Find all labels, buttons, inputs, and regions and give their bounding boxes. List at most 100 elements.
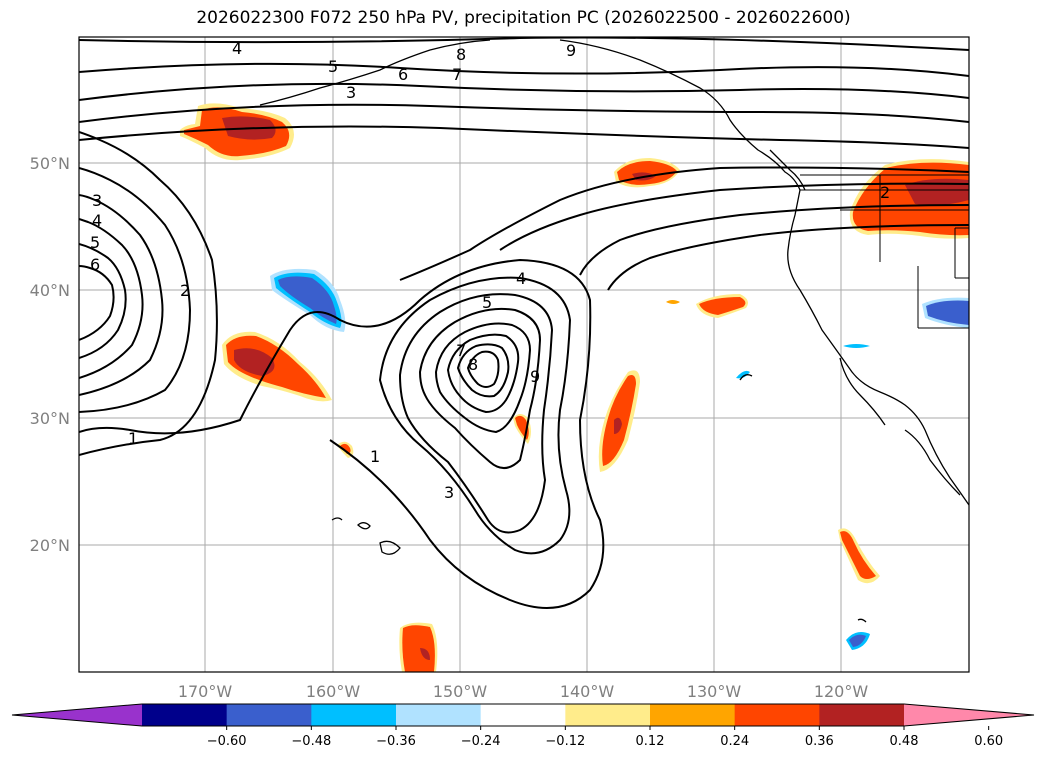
- x-tick-label: 140°W: [560, 682, 615, 701]
- pv-contour-low-8: [466, 350, 500, 388]
- contour-label: 5: [482, 293, 492, 312]
- contour-label: 1: [370, 447, 380, 466]
- colorbar-segment: [734, 704, 820, 726]
- pv-contour-low-7: [456, 343, 510, 398]
- colorbar-tick-label: −0.60: [207, 734, 247, 749]
- colorbar-segment: [650, 704, 736, 726]
- colorbar-segment: [819, 704, 905, 726]
- pv-contour-low-6: [446, 333, 520, 414]
- precip-blob-se-2-inner: [840, 531, 876, 579]
- pv-contour-low-2: [378, 276, 572, 555]
- contour-label: 4: [92, 211, 102, 230]
- y-tick-label: 30°N: [30, 409, 70, 428]
- colorbar-tick-label: 0.48: [890, 734, 919, 749]
- precip-blob-e-inner: [699, 297, 746, 315]
- contour-label: 4: [516, 269, 526, 288]
- precip-blob-bottom-core: [420, 648, 430, 660]
- pv-contour-w5: [79, 243, 127, 359]
- precip-blob-blue-5-core: [849, 634, 866, 647]
- colorbar-outline: [11, 703, 1035, 727]
- chart-title: 2026022300 F072 250 hPa PV, precipitatio…: [196, 8, 851, 28]
- pv-contour-labels: 4 9 8 5 6 7 3 3 4 5 6 2 1 4 5 7 8 9 1 3 …: [90, 39, 890, 502]
- coastline-small-1: [857, 618, 867, 623]
- plot-frame: [78, 36, 970, 673]
- coastlines: [259, 39, 969, 623]
- colorbar-tick-label: −0.48: [291, 734, 331, 749]
- coastline-vancouver: [769, 149, 806, 191]
- y-tick-label: 20°N: [30, 536, 70, 555]
- contour-label: 3: [92, 191, 102, 210]
- pv-contour-m3: [579, 204, 969, 276]
- political-borders: [800, 174, 969, 329]
- colorbar-segment: [311, 704, 397, 726]
- colorbar-tick-label: 0.60: [974, 734, 1003, 749]
- pv-contour-m2: [499, 182, 969, 251]
- coastline-hawaii-3: [379, 540, 401, 555]
- pv-contour-w4: [79, 218, 144, 379]
- contour-label: 2: [180, 281, 190, 300]
- coastline-mexico: [904, 429, 961, 496]
- pv-contour-low-5: [434, 322, 532, 434]
- x-tick-label: 170°W: [178, 682, 233, 701]
- contour-label: 8: [468, 355, 478, 374]
- coastline-hawaii-1: [331, 517, 343, 521]
- pv-contour-w3: [79, 194, 164, 396]
- pv-contour-n5: [79, 125, 969, 149]
- colorbar: −0.60 −0.48 −0.36 −0.24 −0.12 0.12 0.24 0.36 0.4…: [11, 703, 1035, 749]
- contour-label: 3: [444, 483, 454, 502]
- pv-contour-n3: [79, 82, 969, 101]
- pv-contour-n2: [79, 62, 969, 77]
- pv-contour-w1: [79, 131, 218, 456]
- precip-blob-se-core: [614, 417, 622, 434]
- pv-contour-low-4: [418, 307, 542, 469]
- precipitation-fields: [180, 103, 969, 672]
- contour-label: 3: [346, 83, 356, 102]
- contour-label: 5: [328, 57, 338, 76]
- colorbar-segment: [226, 704, 312, 726]
- precip-blob-blue-4: [736, 370, 750, 379]
- y-tick-label: 40°N: [30, 281, 70, 300]
- contour-label: 6: [398, 65, 408, 84]
- x-tick-label: 130°W: [687, 682, 742, 701]
- contour-label: 9: [530, 367, 540, 386]
- colorbar-tick-label: 0.36: [805, 734, 834, 749]
- precip-blob-bottom-inner: [402, 625, 435, 672]
- contour-label: 1: [128, 429, 138, 448]
- coastline-baja: [839, 357, 886, 426]
- pv-contour-n1: [79, 37, 969, 51]
- contour-label: 4: [232, 39, 242, 58]
- colorbar-tick-label: −0.24: [461, 734, 501, 749]
- pv-contour-low-1: [79, 258, 605, 609]
- coastline-hawaii-2: [356, 522, 371, 530]
- colorbar-segment: [480, 704, 566, 726]
- colorbar-extend-min: [12, 704, 142, 726]
- pv-contour-w2: [79, 167, 192, 413]
- colorbar-segment: [142, 704, 228, 726]
- pv-contour-m4: [607, 224, 969, 291]
- precip-blob-blue-3: [843, 344, 870, 348]
- coastline-north-america: [559, 39, 969, 506]
- contour-label: 9: [566, 41, 576, 60]
- coastline-alaska-chain: [259, 39, 491, 106]
- precip-blob-blue-2-core: [926, 300, 969, 325]
- pv-contour-m1: [399, 166, 969, 281]
- contour-label: 5: [90, 233, 100, 252]
- colorbar-segment: [396, 704, 482, 726]
- contour-label: 7: [456, 341, 466, 360]
- pv-contour-w6: [79, 265, 115, 341]
- colorbar-tick-label: −0.36: [376, 734, 416, 749]
- precip-blob-small-3: [666, 300, 680, 304]
- precip-blob-far-e-core: [905, 178, 969, 206]
- pv-contour-low-3: [398, 293, 554, 534]
- contour-label: 6: [90, 255, 100, 274]
- x-tick-label: 160°W: [306, 682, 361, 701]
- precip-blob-cw-core: [234, 348, 275, 376]
- colorbar-tick-label: −0.12: [545, 734, 585, 749]
- x-axis-ticks: 170°W 160°W 150°W 140°W 130°W 120°W: [178, 682, 869, 701]
- colorbar-tick-label: 0.12: [636, 734, 665, 749]
- y-axis-ticks: 50°N 40°N 30°N 20°N: [30, 154, 70, 555]
- pv-contour-n4: [79, 103, 969, 123]
- colorbar-segment: [565, 704, 651, 726]
- precip-blob-small-1-inner: [340, 443, 351, 454]
